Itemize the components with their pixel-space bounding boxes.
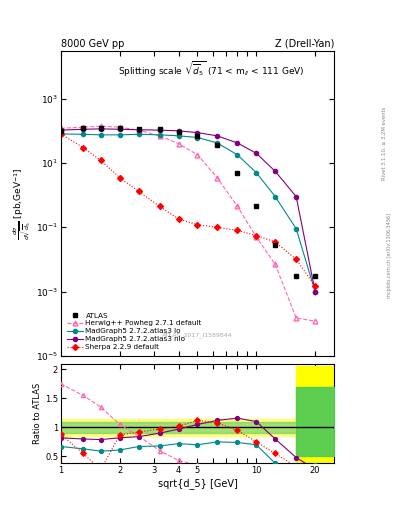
X-axis label: sqrt{d_5} [GeV]: sqrt{d_5} [GeV] xyxy=(158,478,237,489)
Herwig++ Powheg 2.7.1 default xyxy=(294,315,299,321)
MadGraph5 2.7.2.atlas3 lo xyxy=(98,132,103,138)
Bar xyxy=(61,419,334,436)
Herwig++ Powheg 2.7.1 default xyxy=(98,123,103,129)
Herwig++ Powheg 2.7.1 default xyxy=(136,127,141,133)
Sherpa 2.2.9 default xyxy=(118,175,122,181)
MadGraph5 2.7.2.atlas3 nlo xyxy=(273,168,277,175)
Sherpa 2.2.9 default xyxy=(157,203,162,209)
Line: MadGraph5 2.7.2.atlas3 nlo: MadGraph5 2.7.2.atlas3 nlo xyxy=(59,127,317,294)
MadGraph5 2.7.2.atlas3 nlo xyxy=(59,127,63,133)
MadGraph5 2.7.2.atlas3 lo xyxy=(176,133,181,139)
MadGraph5 2.7.2.atlas3 lo xyxy=(254,169,259,176)
Sherpa 2.2.9 default xyxy=(294,257,299,263)
Sherpa 2.2.9 default xyxy=(98,157,103,163)
Line: ATLAS: ATLAS xyxy=(59,125,318,279)
Herwig++ Powheg 2.7.1 default xyxy=(195,152,200,158)
Sherpa 2.2.9 default xyxy=(313,283,318,289)
Sherpa 2.2.9 default xyxy=(195,222,200,228)
Y-axis label: $\frac{d\sigma}{d\sqrt{\overline{d}_5}}$ [pb,GeV$^{-1}$]: $\frac{d\sigma}{d\sqrt{\overline{d}_5}}$… xyxy=(12,167,33,240)
Line: Herwig++ Powheg 2.7.1 default: Herwig++ Powheg 2.7.1 default xyxy=(59,124,318,324)
Sherpa 2.2.9 default xyxy=(81,144,86,151)
MadGraph5 2.7.2.atlas3 lo xyxy=(273,194,277,200)
ATLAS xyxy=(235,169,240,176)
Legend: ATLAS, Herwig++ Powheg 2.7.1 default, MadGraph5 2.7.2.atlas3 lo, MadGraph5 2.7.2: ATLAS, Herwig++ Powheg 2.7.1 default, Ma… xyxy=(64,310,204,352)
ATLAS xyxy=(118,125,122,132)
Text: Z (Drell-Yan): Z (Drell-Yan) xyxy=(275,38,334,49)
Sherpa 2.2.9 default xyxy=(176,216,181,222)
Line: MadGraph5 2.7.2.atlas3 lo: MadGraph5 2.7.2.atlas3 lo xyxy=(59,132,317,294)
MadGraph5 2.7.2.atlas3 lo xyxy=(81,131,86,137)
MadGraph5 2.7.2.atlas3 lo xyxy=(215,140,219,146)
ATLAS xyxy=(273,242,277,248)
ATLAS xyxy=(59,128,63,134)
Herwig++ Powheg 2.7.1 default xyxy=(157,133,162,139)
MadGraph5 2.7.2.atlas3 nlo xyxy=(215,133,219,139)
MadGraph5 2.7.2.atlas3 nlo xyxy=(254,150,259,156)
Sherpa 2.2.9 default xyxy=(235,227,240,233)
ATLAS xyxy=(215,142,219,148)
MadGraph5 2.7.2.atlas3 lo xyxy=(313,288,318,294)
MadGraph5 2.7.2.atlas3 nlo xyxy=(136,126,141,133)
Herwig++ Powheg 2.7.1 default xyxy=(118,124,122,130)
Line: Sherpa 2.2.9 default: Sherpa 2.2.9 default xyxy=(59,132,317,288)
ATLAS xyxy=(195,133,200,139)
Sherpa 2.2.9 default xyxy=(273,239,277,245)
MadGraph5 2.7.2.atlas3 nlo xyxy=(118,126,122,132)
Text: ATLAS_2017_I1589844: ATLAS_2017_I1589844 xyxy=(162,332,233,337)
MadGraph5 2.7.2.atlas3 lo xyxy=(118,132,122,138)
Text: Splitting scale $\sqrt{\overline{d}_5}$ (71 < m$_{ll}$ < 111 GeV): Splitting scale $\sqrt{\overline{d}_5}$ … xyxy=(118,60,305,79)
MadGraph5 2.7.2.atlas3 nlo xyxy=(195,130,200,136)
Herwig++ Powheg 2.7.1 default xyxy=(59,125,63,132)
MadGraph5 2.7.2.atlas3 nlo xyxy=(81,126,86,132)
MadGraph5 2.7.2.atlas3 nlo xyxy=(157,127,162,133)
MadGraph5 2.7.2.atlas3 nlo xyxy=(313,288,318,294)
Herwig++ Powheg 2.7.1 default xyxy=(313,318,318,324)
MadGraph5 2.7.2.atlas3 lo xyxy=(157,132,162,138)
Herwig++ Powheg 2.7.1 default xyxy=(254,234,259,240)
Text: Rivet 3.1.10, ≥ 3.2M events: Rivet 3.1.10, ≥ 3.2M events xyxy=(382,106,387,180)
ATLAS xyxy=(254,203,259,209)
Sherpa 2.2.9 default xyxy=(59,131,63,137)
ATLAS xyxy=(81,125,86,132)
Bar xyxy=(61,421,334,433)
MadGraph5 2.7.2.atlas3 lo xyxy=(294,226,299,232)
Herwig++ Powheg 2.7.1 default xyxy=(215,175,219,181)
Herwig++ Powheg 2.7.1 default xyxy=(273,261,277,267)
MadGraph5 2.7.2.atlas3 lo xyxy=(136,131,141,137)
ATLAS xyxy=(313,273,318,279)
Text: mcplots.cern.ch [arXiv:1306.3436]: mcplots.cern.ch [arXiv:1306.3436] xyxy=(387,214,392,298)
MadGraph5 2.7.2.atlas3 nlo xyxy=(235,140,240,146)
Sherpa 2.2.9 default xyxy=(136,188,141,195)
MadGraph5 2.7.2.atlas3 lo xyxy=(195,135,200,141)
Herwig++ Powheg 2.7.1 default xyxy=(81,124,86,130)
MadGraph5 2.7.2.atlas3 nlo xyxy=(176,128,181,134)
Herwig++ Powheg 2.7.1 default xyxy=(176,141,181,147)
MadGraph5 2.7.2.atlas3 nlo xyxy=(98,126,103,132)
ATLAS xyxy=(157,126,162,133)
Sherpa 2.2.9 default xyxy=(254,232,259,239)
Y-axis label: Ratio to ATLAS: Ratio to ATLAS xyxy=(33,383,42,444)
Sherpa 2.2.9 default xyxy=(215,224,219,230)
ATLAS xyxy=(294,273,299,279)
MadGraph5 2.7.2.atlas3 nlo xyxy=(294,194,299,200)
Text: 8000 GeV pp: 8000 GeV pp xyxy=(61,38,124,49)
MadGraph5 2.7.2.atlas3 lo xyxy=(59,131,63,137)
ATLAS xyxy=(98,124,103,131)
Herwig++ Powheg 2.7.1 default xyxy=(235,203,240,209)
ATLAS xyxy=(176,129,181,135)
MadGraph5 2.7.2.atlas3 lo xyxy=(235,152,240,158)
ATLAS xyxy=(136,126,141,132)
